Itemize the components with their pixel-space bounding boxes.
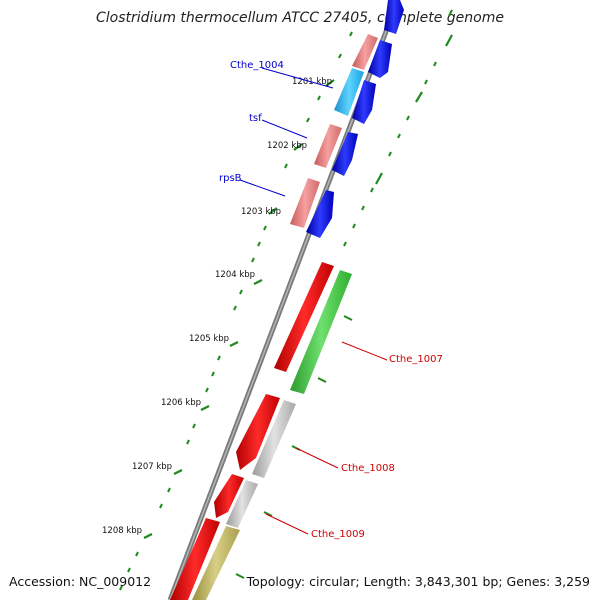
outer-tick-ring (343, 9, 453, 247)
gene-green-block[interactable] (290, 270, 352, 394)
kbp-label: 1208 kbp (102, 526, 142, 536)
kbp-label: 1206 kbp (161, 398, 201, 408)
kbp-label: 1202 kbp (267, 141, 307, 151)
gene-red-arrow[interactable] (170, 518, 220, 600)
accession-info: Accession: NC_009012 (9, 574, 152, 589)
reverse-strand-other-genes (192, 270, 352, 600)
gene-pink-block[interactable] (290, 178, 320, 228)
forward-strand-genes-left (290, 34, 378, 228)
gene-label-cthe-1004[interactable]: Cthe_1004 (230, 60, 284, 71)
gene-label-rpsb[interactable]: rpsB (219, 173, 242, 184)
gene-forward-arrow[interactable] (332, 132, 358, 176)
kbp-labels: 1201 kbp 1202 kbp 1203 kbp 1204 kbp 1205… (102, 77, 332, 536)
gene-cyan-block[interactable] (334, 68, 364, 116)
kbp-label: 1203 kbp (241, 207, 281, 217)
gene-forward-arrow[interactable] (368, 40, 392, 78)
gene-label-cthe-1009[interactable]: Cthe_1009 (311, 529, 365, 540)
gene-forward-arrow[interactable] (384, 0, 404, 34)
forward-strand-genes (306, 0, 404, 238)
kbp-label: 1204 kbp (215, 270, 255, 280)
gene-red-arrow[interactable] (236, 394, 280, 470)
gene-label-tsf[interactable]: tsf (249, 113, 262, 124)
reverse-strand-red-genes (170, 262, 334, 600)
gene-pink-block[interactable] (352, 34, 378, 70)
gene-olive-block[interactable] (192, 526, 240, 600)
gene-red-arrow[interactable] (214, 474, 244, 518)
gene-label-cthe-1008[interactable]: Cthe_1008 (341, 463, 395, 474)
kbp-label: 1207 kbp (132, 462, 172, 472)
reverse-gene-labels: Cthe_1007 Cthe_1008 Cthe_1009 (265, 341, 443, 540)
gene-red-arrow[interactable] (274, 262, 334, 372)
forward-gene-labels: Cthe_1004 tsf rpsB (219, 60, 334, 197)
topology-info: Topology: circular; Length: 3,843,301 bp… (246, 574, 590, 589)
kbp-label: 1205 kbp (189, 334, 229, 344)
inner-tick-ring (119, 31, 353, 591)
gene-forward-arrow[interactable] (352, 80, 376, 124)
gene-pink-block[interactable] (314, 124, 342, 168)
gene-label-cthe-1007[interactable]: Cthe_1007 (389, 354, 443, 365)
gene-gray-block[interactable] (252, 400, 296, 478)
gene-forward-arrow[interactable] (306, 190, 334, 238)
gene-gray-block[interactable] (226, 480, 258, 528)
